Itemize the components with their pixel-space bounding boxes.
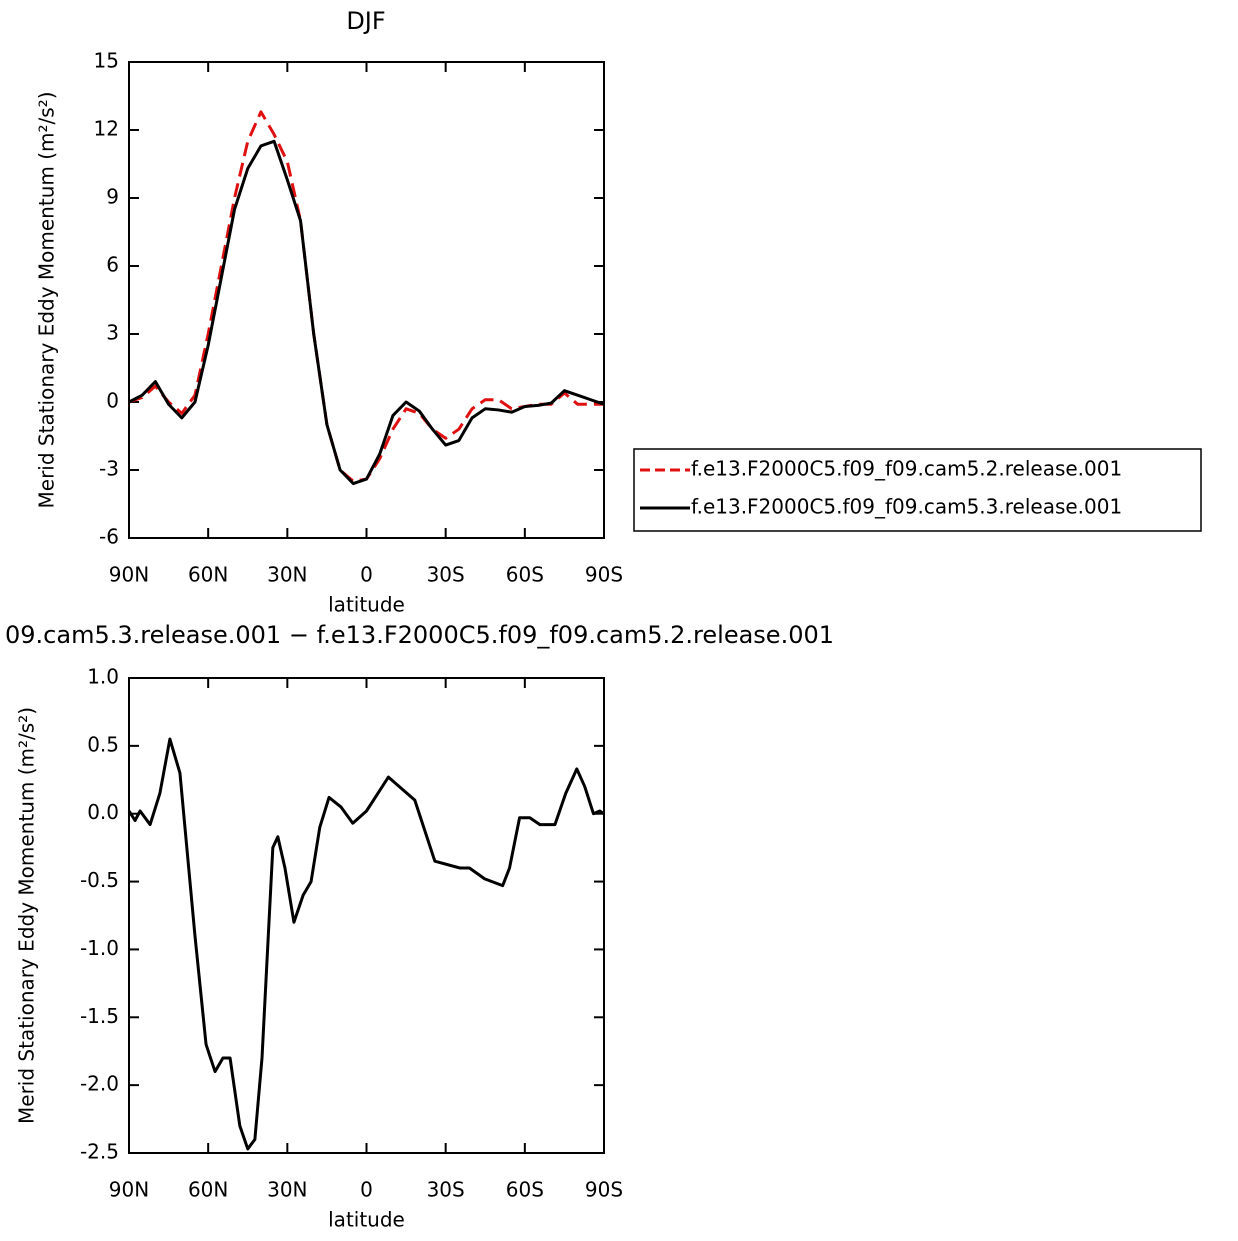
x-tick-label: 90N — [109, 1178, 149, 1202]
y-tick-label: 15 — [94, 49, 119, 73]
y-tick-label: 0 — [106, 389, 119, 413]
x-axis-label: latitude — [328, 593, 405, 617]
x-tick-label: 30N — [267, 1178, 307, 1202]
legend-label: f.e13.F2000C5.f09_f09.cam5.2.release.001 — [691, 457, 1122, 481]
x-tick-label: 60N — [188, 1178, 228, 1202]
x-tick-label: 90N — [109, 563, 149, 587]
x-tick-label: 30S — [427, 563, 465, 587]
y-tick-label: 1.0 — [87, 665, 119, 689]
data-line — [127, 737, 605, 1151]
x-tick-label: 90S — [585, 1178, 623, 1202]
y-tick-label: -6 — [99, 525, 119, 549]
y-tick-label: 0.0 — [87, 800, 119, 824]
y-tick-label: -1.0 — [80, 936, 119, 960]
legend-label: f.e13.F2000C5.f09_f09.cam5.3.release.001 — [691, 495, 1122, 519]
y-tick-label: -2.5 — [80, 1140, 119, 1164]
y-tick-label: 12 — [94, 117, 119, 141]
legend-box — [633, 448, 1202, 532]
x-tick-label: 30N — [267, 563, 307, 587]
x-tick-label: 0 — [360, 1178, 373, 1202]
y-tick-label: 3 — [106, 321, 119, 345]
y-axis-label: Merid Stationary Eddy Momentum (m²/s²) — [35, 92, 59, 509]
y-tick-label: -1.5 — [80, 1004, 119, 1028]
data-line — [128, 110, 604, 483]
x-tick-label: 0 — [360, 563, 373, 587]
y-axis-label: Merid Stationary Eddy Momentum (m²/s²) — [15, 707, 39, 1124]
plot-frame — [128, 677, 605, 1154]
y-tick-label: 6 — [106, 253, 119, 277]
chart-title: 09.cam5.3.release.001 − f.e13.F2000C5.f0… — [5, 621, 834, 649]
x-tick-label: 60S — [506, 563, 544, 587]
x-tick-label: 60N — [188, 563, 228, 587]
y-tick-label: 0.5 — [87, 732, 119, 756]
chart-title: DJF — [346, 7, 385, 35]
x-tick-label: 90S — [585, 563, 623, 587]
x-tick-label: 30S — [427, 1178, 465, 1202]
data-line — [128, 139, 605, 486]
x-tick-label: 60S — [506, 1178, 544, 1202]
plot-frame — [128, 61, 605, 539]
y-tick-label: -0.5 — [80, 868, 119, 892]
x-axis-label: latitude — [328, 1208, 405, 1232]
y-tick-label: 9 — [106, 185, 119, 209]
y-tick-label: -3 — [99, 457, 119, 481]
y-tick-label: -2.0 — [80, 1072, 119, 1096]
